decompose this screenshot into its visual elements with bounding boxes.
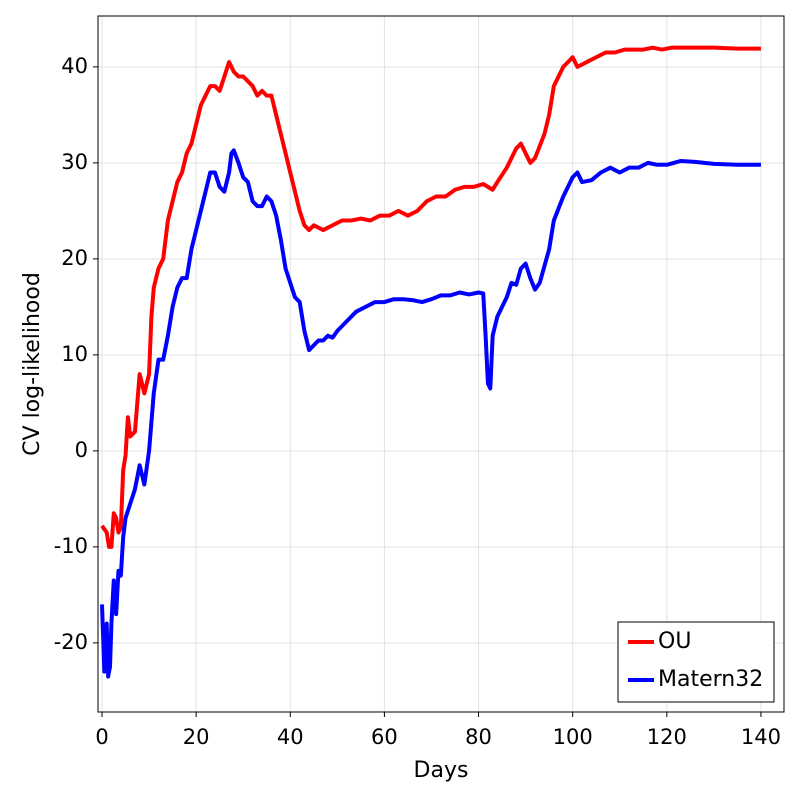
y-tick-label: -20 <box>54 630 88 654</box>
x-tick-label: 120 <box>647 725 687 749</box>
legend-label: OU <box>658 629 691 654</box>
x-tick-label: 0 <box>95 725 108 749</box>
legend-label: Matern32 <box>658 667 763 692</box>
x-tick-label: 40 <box>277 725 304 749</box>
y-tick-label: -10 <box>54 534 88 558</box>
x-tick-label: 80 <box>465 725 492 749</box>
series-line <box>100 45 761 549</box>
x-tick-label: 60 <box>371 725 398 749</box>
y-tick-label: 0 <box>75 438 88 462</box>
x-axis-label: Days <box>414 758 469 783</box>
y-tick-label: 30 <box>61 150 88 174</box>
y-tick-label: 10 <box>61 342 88 366</box>
y-axis-label: CV log-likelihood <box>20 272 45 456</box>
plot-area <box>98 16 784 712</box>
series-line <box>100 148 761 679</box>
x-tick-label: 100 <box>553 725 593 749</box>
plot-frame <box>97 15 785 713</box>
y-tick-label: 40 <box>61 54 88 78</box>
y-tick-label: 20 <box>61 246 88 270</box>
legend-box <box>617 621 775 703</box>
x-tick-label: 140 <box>741 725 781 749</box>
x-tick-label: 20 <box>183 725 210 749</box>
